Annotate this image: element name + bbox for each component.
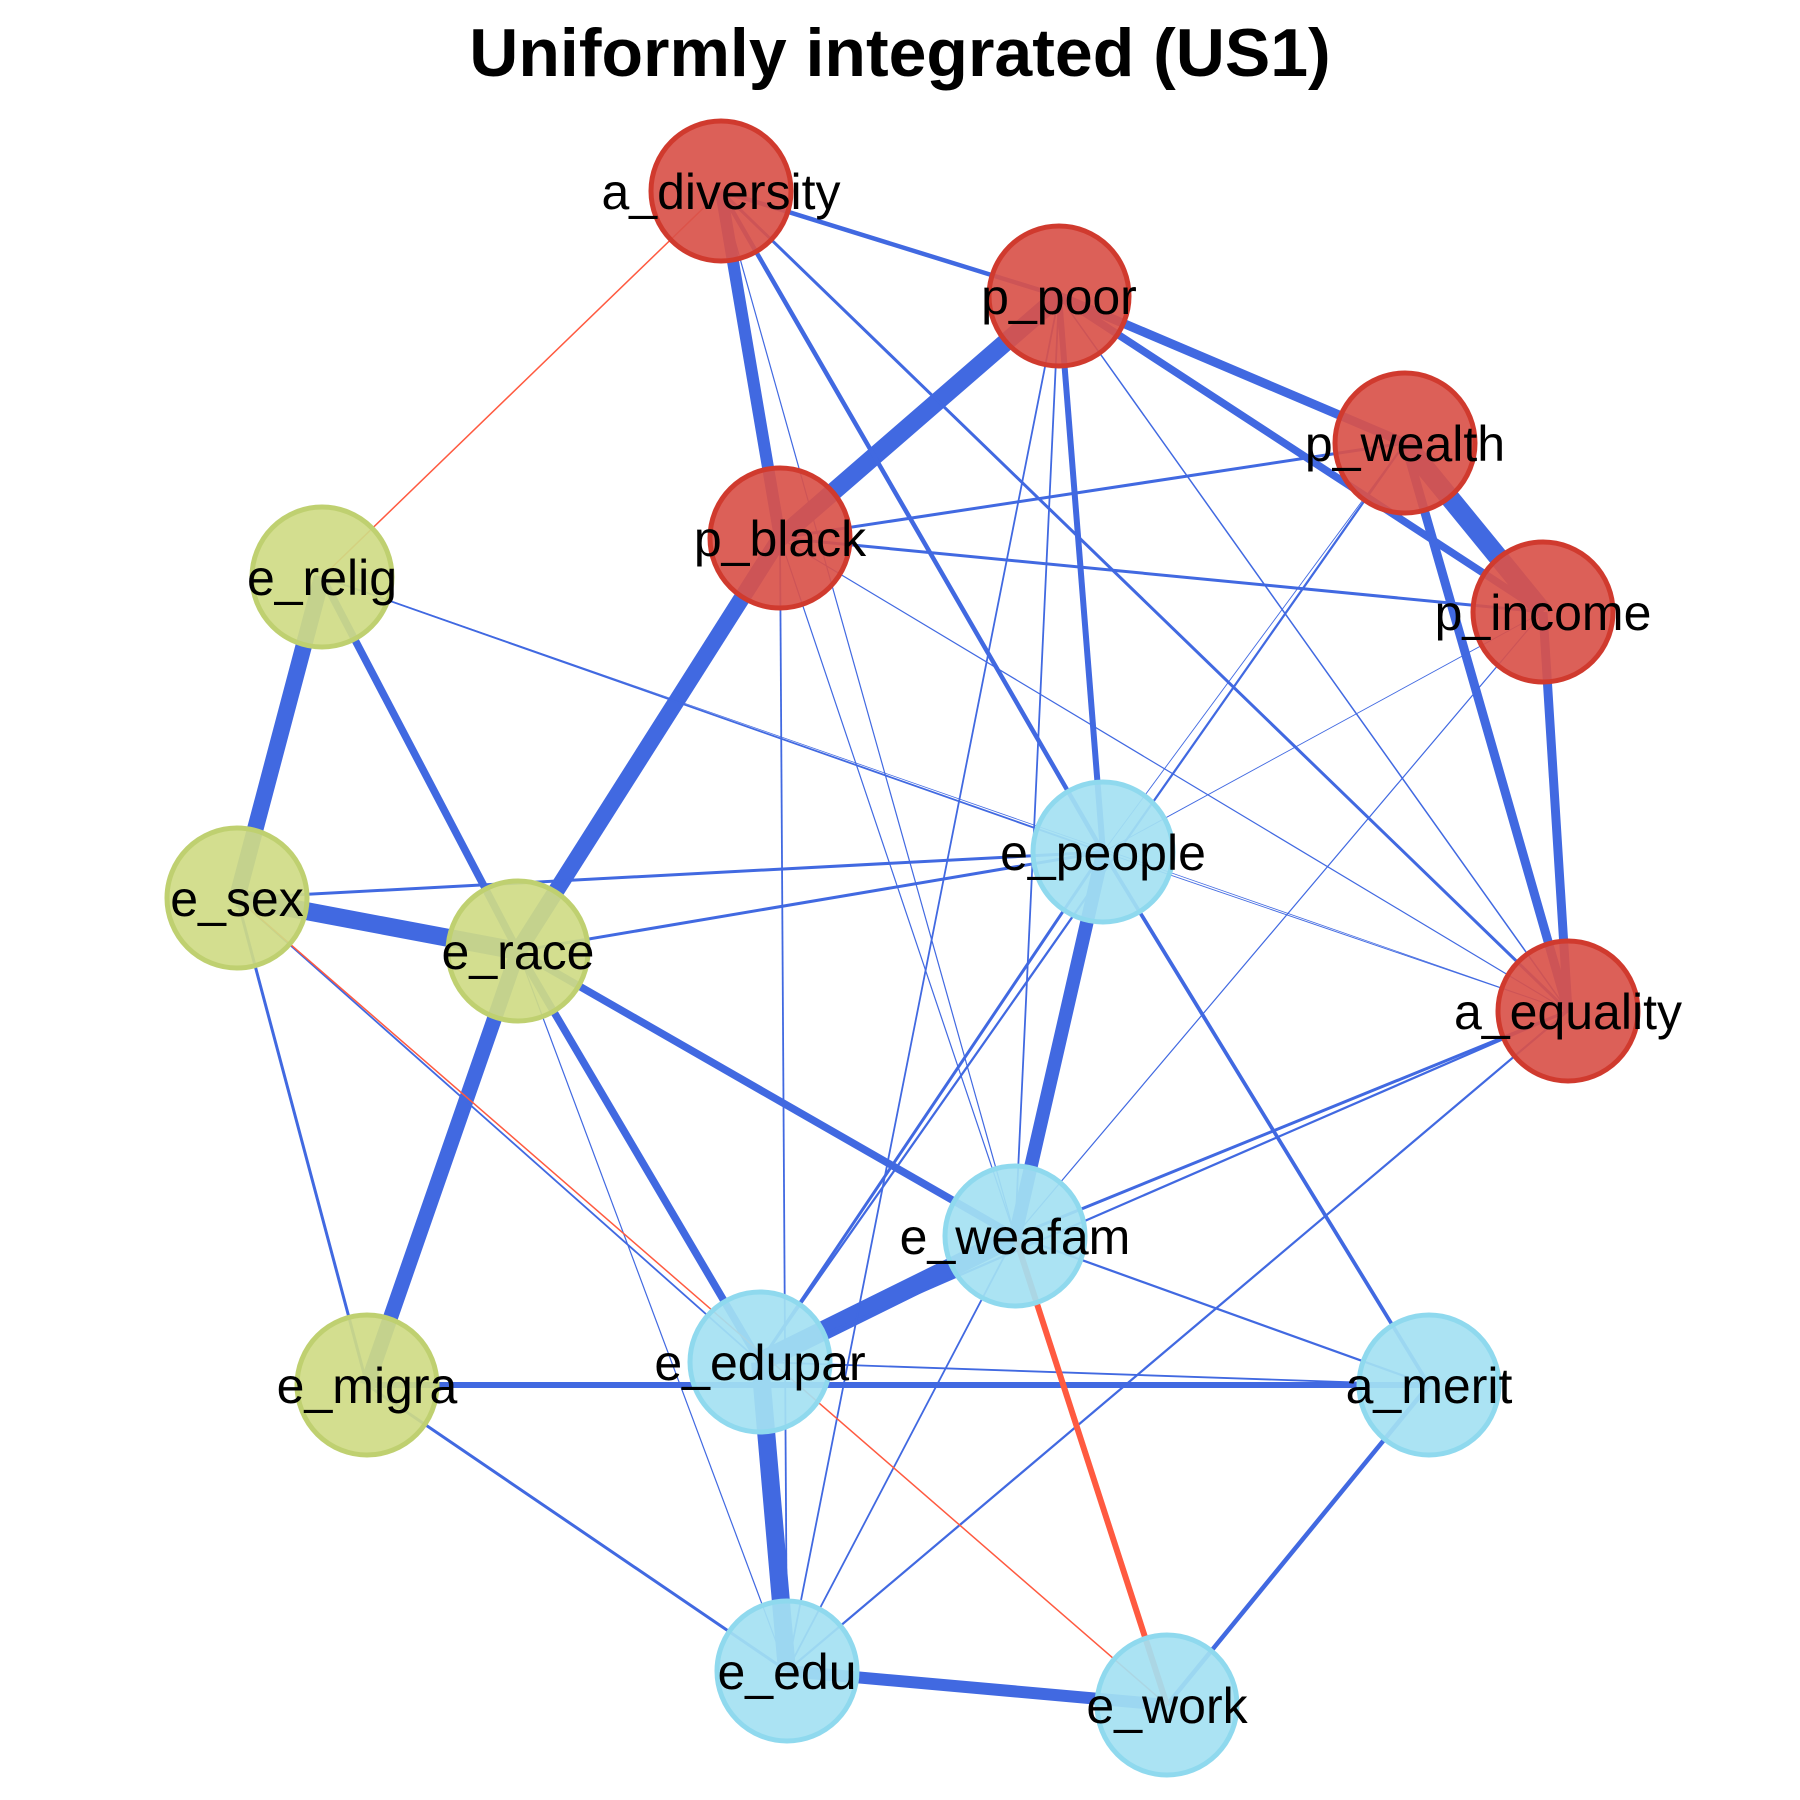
edge-e_relig-e_people [321,576,1104,853]
node-circle-p_wealth [1332,370,1478,516]
node-label-e_sex: e_sex [170,871,303,927]
edge-e_edupar-a_equality [759,1009,1569,1364]
edge-e_weafam-p_income [1014,611,1544,1237]
node-circle-e_sex [164,825,310,971]
edge-p_black-a_equality [779,537,1569,1012]
node-e_weafam: e_weafam [900,1163,1131,1309]
node-label-e_relig: e_relig [247,550,397,606]
node-label-e_edu: e_edu [717,1644,856,1700]
node-p_income: p_income [1435,539,1652,685]
edge-e_sex-e_work [236,897,1168,1706]
edge-p_wealth-a_equality [1400,441,1573,1013]
node-circle-p_black [707,465,853,611]
edge-a_diversity-a_equality [719,189,1570,1013]
nodes-layer: a_diversity p_poor p_wealth p_income p_black… [164,118,1682,1778]
node-p_poor: p_poor [981,223,1137,369]
edge-e_people-p_wealth [1102,442,1406,853]
node-circle-e_relig [249,504,395,650]
node-label-p_poor: p_poor [981,269,1137,325]
node-circle-e_edu [714,1598,860,1744]
edge-p_black-e_race [511,533,787,956]
edge-e_sex-e_edupar [236,897,761,1363]
edge-e_migra-e_edu [366,1383,788,1673]
node-label-p_income: p_income [1435,585,1652,641]
edge-e_edu-p_poor [786,295,1060,1672]
node-label-e_weafam: e_weafam [900,1209,1131,1265]
node-circle-p_income [1470,539,1616,685]
edge-a_diversity-e_people [719,189,1105,854]
edge-e_people-p_income [1102,611,1544,853]
node-e_migra: e_migra [277,1312,458,1458]
node-a_equality: a_equality [1454,938,1682,1084]
node-circle-a_equality [1495,938,1641,1084]
edge-p_poor-p_income [1056,292,1546,616]
edge-e_race-e_edupar [514,949,764,1364]
node-label-e_edupar: e_edupar [654,1335,865,1391]
edge-e_weafam-a_merit [1014,1234,1430,1387]
edge-e_sex-e_people [236,850,1104,900]
node-label-e_migra: e_migra [277,1358,458,1414]
edge-e_people-a_merit [1101,851,1431,1386]
node-circle-e_people [1030,779,1176,925]
edge-e_relig-a_equality [321,576,1569,1012]
edge-e_weafam-a_equality [1014,1009,1569,1238]
node-circle-a_merit [1356,1312,1502,1458]
edge-e_people-a_equality [1102,851,1569,1012]
node-e_people: e_people [1000,779,1206,925]
node-label-a_diversity: a_diversity [602,164,841,220]
node-p_black: p_black [694,465,867,611]
edge-p_poor-e_people [1056,295,1106,853]
edge-p_black-p_wealth [779,441,1406,540]
node-p_wealth: p_wealth [1305,370,1505,516]
node-e_relig: e_relig [247,504,397,650]
node-circle-p_poor [986,223,1132,369]
node-label-p_wealth: p_wealth [1305,416,1505,472]
node-e_work: e_work [1086,1632,1249,1778]
edge-e_weafam-p_poor [1014,295,1060,1237]
node-a_merit: a_merit [1346,1312,1513,1458]
edge-e_race-e_edu [517,950,788,1672]
edge-e_edupar-a_merit [759,1361,1430,1386]
node-label-e_work: e_work [1086,1678,1248,1734]
node-label-e_people: e_people [1000,825,1206,881]
node-e_race: e_race [442,878,595,1024]
edge-e_people-e_edupar [758,851,1105,1363]
node-label-a_merit: a_merit [1346,1358,1513,1414]
edge-e_edu-e_weafam [786,1235,1016,1672]
edge-e_weafam-p_black [779,537,1016,1237]
edge-a_diversity-e_relig [321,190,722,578]
node-a_diversity: a_diversity [602,118,841,264]
edge-p_poor-a_equality [1058,295,1569,1012]
node-circle-e_weafam [942,1163,1088,1309]
node-label-a_equality: a_equality [1454,984,1682,1040]
node-label-e_race: e_race [442,924,595,980]
edge-e_weafam-e_work [1012,1235,1170,1706]
edge-e_weafam-a_diversity [720,190,1016,1237]
edge-e_race-e_migra [359,948,526,1388]
node-circle-e_migra [294,1312,440,1458]
node-circle-e_race [445,878,591,1024]
edge-e_race-e_people [517,850,1104,953]
edge-e_edu-a_equality [786,1010,1569,1672]
node-e_edu: e_edu [714,1598,860,1744]
edge-e_edu-p_black [779,537,788,1672]
node-circle-e_work [1094,1632,1240,1778]
node-label-p_black: p_black [694,511,867,567]
diagram-title: Uniformly integrated (US1) [469,15,1330,91]
node-e_sex: e_sex [164,825,310,971]
node-e_edupar: e_edupar [654,1289,866,1435]
edge-p_black-p_income [779,536,1544,614]
node-circle-a_diversity [648,118,794,264]
node-circle-e_edupar [687,1289,833,1435]
edge-e_race-e_weafam [516,947,1017,1240]
edge-e_sex-e_migra [235,897,369,1386]
